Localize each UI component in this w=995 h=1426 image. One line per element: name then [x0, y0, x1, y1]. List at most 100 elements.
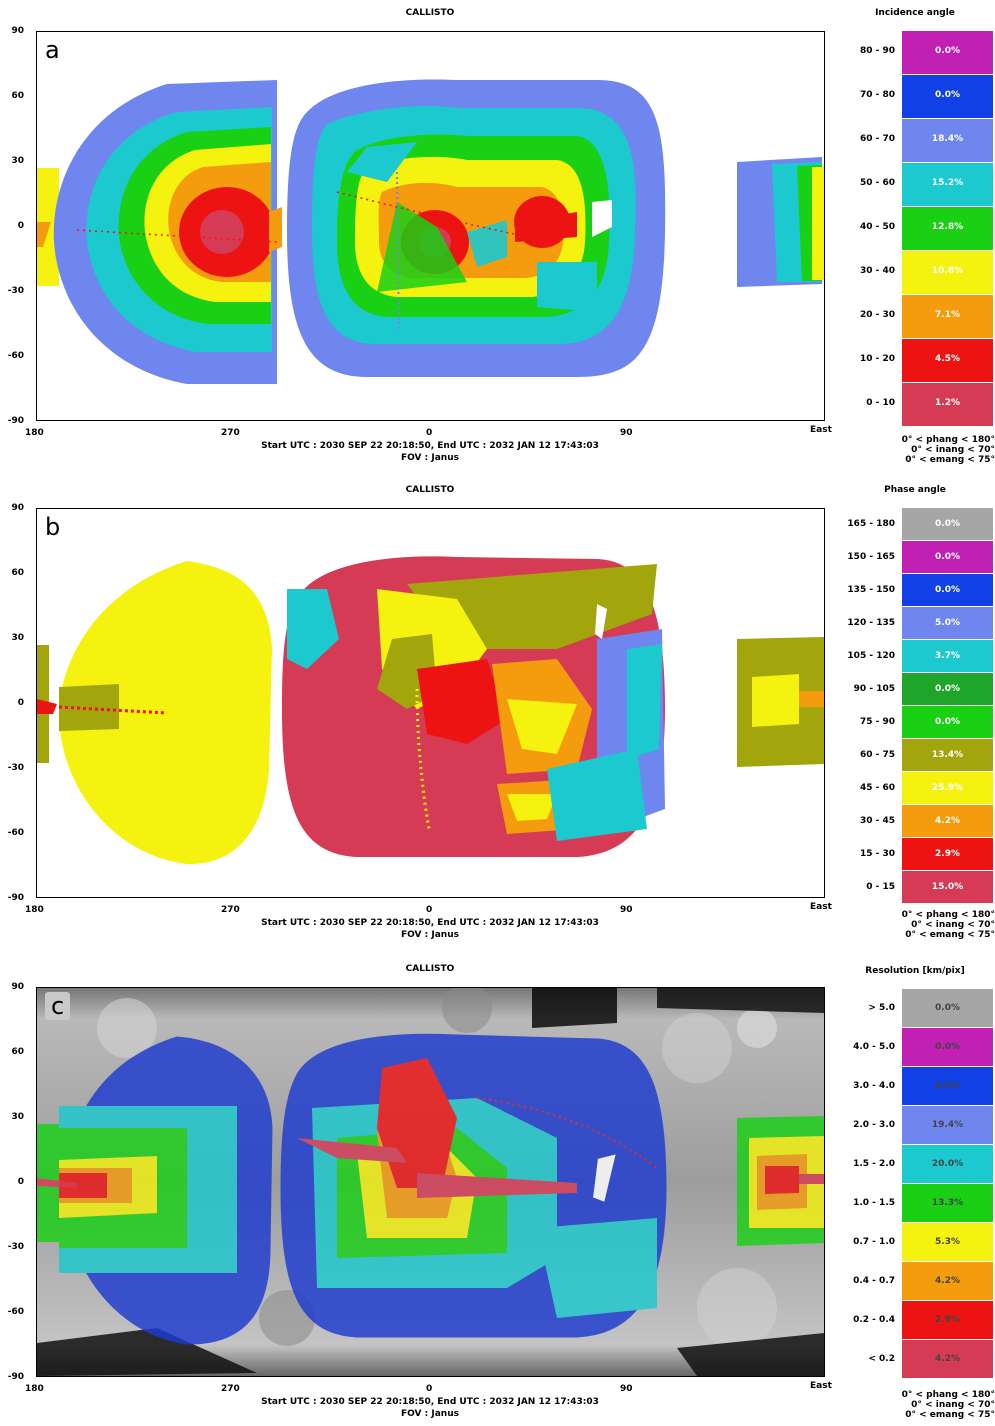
legend-swatch: 15.2%	[902, 163, 993, 206]
legend-percentage: 15.2%	[931, 178, 964, 188]
y-tick-label: -30	[7, 1242, 24, 1252]
y-tick-label: -60	[7, 1307, 24, 1317]
legend-swatch: 0.0%	[902, 75, 993, 118]
legend-swatch: 2.9%	[902, 1301, 993, 1339]
coverage-region-right-disk	[282, 556, 665, 857]
legend-percentage: 20.0%	[931, 1159, 964, 1169]
y-tick-label: 0	[17, 1177, 24, 1187]
legend-range: 135 - 150	[847, 585, 895, 595]
legend-percentage: 3.7%	[935, 651, 960, 661]
legend-range: 1.0 - 1.5	[853, 1198, 895, 1208]
basemap-dark-patch	[657, 988, 824, 1013]
map-plot: c	[36, 987, 825, 1377]
legend-range: 2.0 - 3.0	[853, 1120, 895, 1130]
legend-percentage: 0.0%	[935, 717, 960, 727]
legend-percentage: 5.0%	[935, 618, 960, 628]
x-tick-label: 180	[25, 905, 44, 915]
coverage-map-svg	[37, 556, 824, 865]
constraint-line: 0° < inang < 70°	[911, 1400, 995, 1410]
legend-range: 4.0 - 5.0	[853, 1042, 895, 1052]
constraints-text: 0° < phang < 180° 0° < inang < 70° 0° < …	[890, 910, 995, 940]
legend-range: 0 - 10	[866, 398, 895, 408]
legend-swatch: 0.0%	[902, 1028, 993, 1066]
x-tick-label: 180	[25, 1384, 44, 1394]
legend-swatch: 7.1%	[902, 295, 993, 338]
legend-swatch: 25.9%	[902, 772, 993, 804]
legend-range: 150 - 165	[847, 552, 895, 562]
y-tick-label: -90	[7, 1372, 24, 1382]
legend-swatch: 0.0%	[902, 541, 993, 573]
coverage-region-left-disk	[53, 80, 282, 384]
observation-info: Start UTC : 2030 SEP 22 20:18:50, End UT…	[200, 917, 660, 941]
legend-range: 90 - 105	[853, 684, 895, 694]
legend-swatch: 4.5%	[902, 339, 993, 382]
legend-range: 165 - 180	[847, 519, 895, 529]
time-range: Start UTC : 2030 SEP 22 20:18:50, End UT…	[261, 918, 599, 928]
legend-range: 60 - 75	[859, 750, 895, 760]
legend-percentage: 0.0%	[935, 585, 960, 595]
x-tick-label: 0	[426, 1384, 433, 1394]
constraint-line: 0° < phang < 180°	[901, 1390, 995, 1400]
chart-title: CALLISTO	[405, 8, 455, 18]
y-tick-label: -30	[7, 286, 24, 296]
legend-percentage: 0.0%	[935, 1081, 960, 1091]
observation-info: Start UTC : 2030 SEP 22 20:18:50, End UT…	[200, 1396, 660, 1420]
constraint-line: 0° < emang < 75°	[905, 1410, 995, 1420]
legend-percentage: 0.0%	[935, 1003, 960, 1013]
legend-range: 20 - 30	[859, 310, 895, 320]
fov-label: FOV : Janus	[401, 930, 459, 940]
coverage-region-west-limb	[37, 645, 57, 763]
legend-percentage: 10.8%	[931, 266, 964, 276]
coverage-region-west-limb	[37, 1124, 77, 1242]
legend-percentage: 15.0%	[931, 882, 964, 892]
constraint-line: 0° < inang < 70°	[911, 445, 995, 455]
legend-swatch: 4.2%	[902, 1340, 993, 1378]
legend-range: 45 - 60	[859, 783, 895, 793]
basemap-dark-patch	[37, 1328, 257, 1376]
legend-percentage: 4.5%	[935, 354, 960, 364]
y-tick-label: 30	[11, 1112, 24, 1122]
legend-swatch: 0.0%	[902, 574, 993, 606]
constraint-line: 0° < phang < 180°	[901, 435, 995, 445]
legend-percentage: 5.3%	[935, 1237, 960, 1247]
legend-range: 30 - 40	[859, 266, 895, 276]
x-tick-label: 180	[25, 428, 44, 438]
legend-range: 50 - 60	[859, 178, 895, 188]
legend-swatch: 15.0%	[902, 871, 993, 903]
legend-swatch: 4.2%	[902, 805, 993, 837]
legend-swatch: 13.4%	[902, 739, 993, 771]
legend-title: Incidence angle	[875, 8, 955, 18]
legend-swatch: 5.3%	[902, 1223, 993, 1261]
legend-swatch: 10.8%	[902, 251, 993, 294]
legend-percentage: 4.2%	[935, 1354, 960, 1364]
legend-percentage: 2.9%	[935, 849, 960, 859]
legend-swatch: 0.0%	[902, 989, 993, 1027]
y-tick-label: 0	[17, 698, 24, 708]
legend-percentage: 13.4%	[931, 750, 964, 760]
legend-swatch: 13.3%	[902, 1184, 993, 1222]
chart-title: CALLISTO	[405, 485, 455, 495]
coverage-map-svg	[37, 79, 824, 384]
coverage-region-left-disk	[58, 561, 272, 865]
x-tick-label: 270	[221, 1384, 240, 1394]
legend-percentage: 0.0%	[935, 1042, 960, 1052]
y-tick-label: -30	[7, 763, 24, 773]
legend-percentage: 12.8%	[931, 222, 964, 232]
x-tick-label: 270	[221, 428, 240, 438]
legend-range: 30 - 45	[859, 816, 895, 826]
y-tick-label: -90	[7, 893, 24, 903]
coverage-region-right-disk	[280, 1033, 667, 1338]
y-tick-label: 60	[11, 1047, 24, 1057]
y-tick-label: 90	[11, 503, 24, 513]
y-tick-label: 90	[11, 982, 24, 992]
fov-label: FOV : Janus	[401, 453, 459, 463]
coverage-region-west-limb	[37, 168, 59, 286]
legend-swatch: 0.0%	[902, 31, 993, 74]
legend-range: 0.4 - 0.7	[853, 1276, 895, 1286]
observation-info: Start UTC : 2030 SEP 22 20:18:50, End UT…	[200, 440, 660, 464]
y-tick-label: -60	[7, 351, 24, 361]
legend-range: 3.0 - 4.0	[853, 1081, 895, 1091]
legend-range: 40 - 50	[859, 222, 895, 232]
legend-percentage: 19.4%	[931, 1120, 964, 1130]
panel-letter: c	[45, 992, 71, 1020]
